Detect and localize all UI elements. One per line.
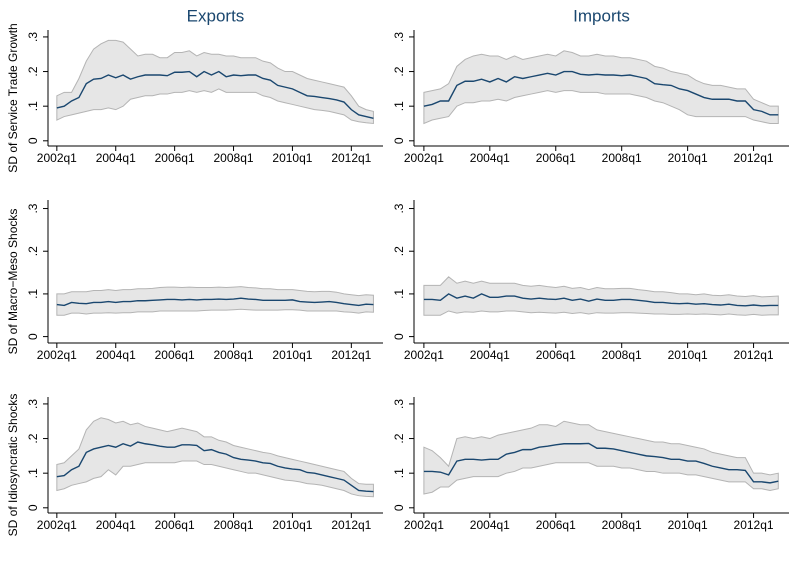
series-line [56,297,374,307]
x-tick-label: 2006q1 [155,348,195,362]
confidence-band [423,276,779,316]
x-tick-label: 2012q1 [734,518,774,532]
y-tick-label: .2 [392,66,406,76]
y-tick-label: .3 [392,399,406,409]
series-line [56,441,374,493]
panel-title: Imports [573,6,630,25]
y-tick-label: .1 [26,101,40,111]
x-tick-label: 2006q1 [155,518,195,532]
x-tick-label: 2008q1 [214,151,254,165]
x-tick-label: 2010q1 [668,348,708,362]
x-tick-label: 2002q1 [404,348,444,362]
x-tick-label: 2006q1 [536,518,576,532]
y-tick-label: 0 [392,137,406,144]
y-tick-label: .2 [392,246,406,256]
x-tick-label: 2010q1 [272,348,312,362]
y-tick-label: .1 [392,468,406,478]
confidence-band [423,420,779,495]
confidence-band [56,286,374,316]
y-axis-title: SD of Service Trade Growth [6,23,20,172]
x-tick-label: 2006q1 [536,348,576,362]
y-tick-label: 0 [26,333,40,340]
panel: 0 .1 .2 .3 2002q1 2004q1 2006q1 2008q1 2010q1 201… [6,394,383,537]
panel: 0 .1 .2 .3 2002q1 2004q1 2006q1 2008q1 2010q1 201… [392,200,789,362]
x-tick-label: 2012q1 [734,151,774,165]
series-line [423,70,779,116]
x-tick-label: 2002q1 [37,348,77,362]
y-tick-label: .1 [26,468,40,478]
series-line [56,70,374,119]
x-tick-label: 2004q1 [470,348,510,362]
x-tick-label: 2004q1 [470,151,510,165]
y-tick-label: 0 [392,504,406,511]
confidence-band [56,39,374,125]
x-tick-label: 2012q1 [734,348,774,362]
y-tick-label: .2 [26,433,40,443]
series-line [423,442,779,484]
x-tick-label: 2008q1 [602,151,642,165]
x-tick-label: 2006q1 [536,151,576,165]
y-tick-label: .2 [26,246,40,256]
x-tick-label: 2002q1 [37,151,77,165]
x-tick-label: 2004q1 [470,518,510,532]
y-tick-label: .3 [26,203,40,213]
x-tick-label: 2002q1 [404,151,444,165]
x-tick-label: 2004q1 [96,151,136,165]
y-tick-label: .1 [26,289,40,299]
x-tick-label: 2010q1 [668,151,708,165]
x-tick-label: 2012q1 [331,518,371,532]
x-tick-label: 2010q1 [272,518,312,532]
y-tick-label: .2 [26,66,40,76]
x-tick-label: 2006q1 [155,151,195,165]
x-tick-label: 2008q1 [602,348,642,362]
series-line [423,293,779,307]
x-tick-label: 2010q1 [272,151,312,165]
y-tick-label: 0 [26,137,40,144]
x-tick-label: 2004q1 [96,518,136,532]
panel-title: Exports [187,6,245,25]
y-tick-label: .3 [26,32,40,42]
x-tick-label: 2002q1 [404,518,444,532]
y-axis-title: SD of Macro−Meso Shocks [6,209,20,355]
y-tick-label: 0 [392,333,406,340]
panel: 0 .1 .2 .3 2002q1 2004q1 2006q1 2008q1 2010q1 201… [6,6,383,173]
x-tick-label: 2008q1 [214,348,254,362]
y-tick-label: .2 [392,433,406,443]
confidence-band [423,50,779,125]
x-tick-label: 2012q1 [331,348,371,362]
panel: 0 .1 .2 .3 2002q1 2004q1 2006q1 2008q1 2010q1 201… [392,397,789,532]
y-tick-label: 0 [26,504,40,511]
x-tick-label: 2012q1 [331,151,371,165]
x-tick-label: 2002q1 [37,518,77,532]
y-tick-label: .3 [392,203,406,213]
y-tick-label: .1 [392,289,406,299]
y-tick-label: .3 [26,399,40,409]
y-tick-label: .1 [392,101,406,111]
panel: 0 .1 .2 .3 2002q1 2004q1 2006q1 2008q1 2010q1 201… [392,6,789,165]
x-tick-label: 2008q1 [602,518,642,532]
confidence-band [56,417,374,498]
x-tick-label: 2010q1 [668,518,708,532]
y-axis-title: SD of Idiosyncratic Shocks [6,394,20,537]
panel: 0 .1 .2 .3 2002q1 2004q1 2006q1 2008q1 2010q1 201… [6,200,383,362]
y-tick-label: .3 [392,32,406,42]
x-tick-label: 2004q1 [96,348,136,362]
x-tick-label: 2008q1 [214,518,254,532]
